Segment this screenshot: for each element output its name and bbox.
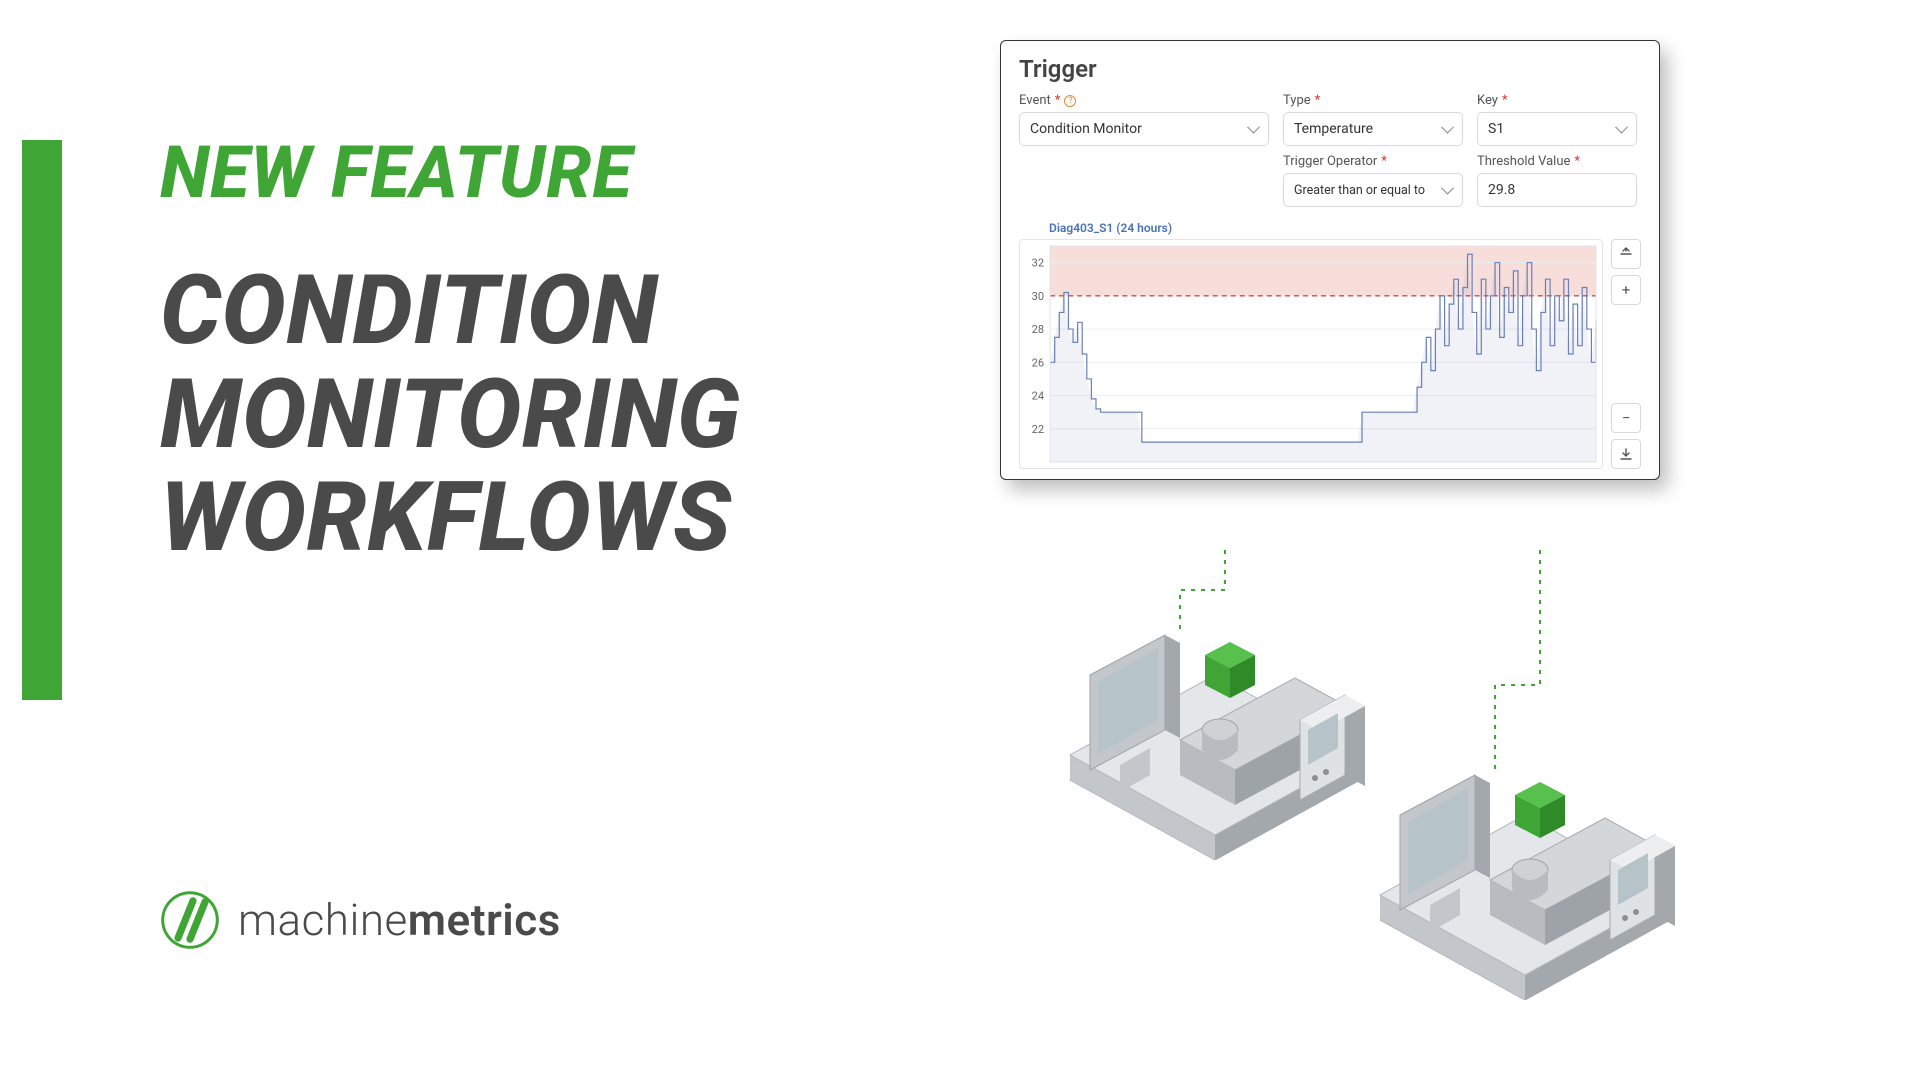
svg-text:32: 32 bbox=[1032, 257, 1044, 270]
field-type: Type * Temperature bbox=[1283, 93, 1463, 146]
title-line-1: CONDITION bbox=[160, 260, 920, 364]
key-label: Key * bbox=[1477, 93, 1637, 108]
required-icon: * bbox=[1381, 154, 1387, 169]
key-label-text: Key bbox=[1477, 93, 1498, 108]
svg-text:22: 22 bbox=[1032, 423, 1044, 436]
info-icon[interactable]: ? bbox=[1064, 95, 1076, 107]
headline-title: CONDITION MONITORING WORKFLOWS bbox=[160, 260, 920, 571]
eyebrow-text: NEW FEATURE bbox=[160, 130, 920, 215]
type-label: Type * bbox=[1283, 93, 1463, 108]
zoom-out-button[interactable]: − bbox=[1611, 403, 1641, 433]
reset-zoom-button[interactable] bbox=[1611, 239, 1641, 269]
threshold-value-label: Threshold Value * bbox=[1477, 154, 1637, 169]
title-line-3: WORKFLOWS bbox=[160, 467, 920, 571]
required-icon: * bbox=[1055, 93, 1061, 108]
svg-text:28: 28 bbox=[1032, 323, 1044, 336]
trigger-operator-label: Trigger Operator * bbox=[1283, 154, 1463, 169]
svg-text:30: 30 bbox=[1032, 290, 1044, 303]
required-icon: * bbox=[1574, 154, 1580, 169]
key-select[interactable]: S1 bbox=[1477, 112, 1637, 146]
field-key: Key * S1 bbox=[1477, 93, 1637, 146]
download-button[interactable] bbox=[1611, 439, 1641, 469]
chart-area: Diag403_S1 (24 hours) 22 24 26 28 30 32 + − bbox=[1019, 221, 1641, 469]
title-line-2: MONITORING bbox=[160, 364, 920, 468]
zoom-in-button[interactable]: + bbox=[1611, 275, 1641, 305]
chart-title: Diag403_S1 (24 hours) bbox=[1049, 221, 1641, 235]
required-icon: * bbox=[1315, 93, 1321, 108]
trigger-operator-select[interactable]: Greater than or equal to bbox=[1283, 173, 1463, 207]
event-select[interactable]: Condition Monitor bbox=[1019, 112, 1269, 146]
svg-text:24: 24 bbox=[1032, 390, 1044, 403]
panel-title: Trigger bbox=[1019, 55, 1641, 83]
brand-logo-text-part2: metrics bbox=[408, 894, 561, 946]
threshold-value-input[interactable]: 29.8 bbox=[1477, 173, 1637, 207]
type-select[interactable]: Temperature bbox=[1283, 112, 1463, 146]
minus-icon: − bbox=[1622, 409, 1631, 427]
event-label: Event * ? bbox=[1019, 93, 1269, 108]
machine-illustration bbox=[1050, 550, 1830, 1030]
headline-block: NEW FEATURE CONDITION MONITORING WORKFLO… bbox=[160, 130, 920, 571]
svg-text:26: 26 bbox=[1032, 356, 1044, 369]
required-icon: * bbox=[1502, 93, 1508, 108]
download-icon bbox=[1619, 447, 1633, 461]
trigger-panel: Trigger Event * ? Condition Monitor Type… bbox=[1000, 40, 1660, 480]
machine-icon-1 bbox=[1050, 600, 1380, 860]
brand-logo-icon bbox=[160, 890, 220, 950]
threshold-value-label-text: Threshold Value bbox=[1477, 154, 1570, 169]
line-chart[interactable]: 22 24 26 28 30 32 bbox=[1019, 239, 1603, 469]
machine-icon-2 bbox=[1360, 740, 1690, 1000]
brand-logo-text: machinemetrics bbox=[238, 894, 561, 946]
event-label-text: Event bbox=[1019, 93, 1051, 108]
brand-logo: machinemetrics bbox=[160, 890, 561, 950]
accent-bar bbox=[22, 140, 62, 700]
reset-zoom-icon bbox=[1619, 247, 1633, 261]
chart-toolbar: + − bbox=[1611, 239, 1641, 469]
type-label-text: Type bbox=[1283, 93, 1311, 108]
brand-logo-text-part1: machine bbox=[238, 894, 408, 946]
field-trigger-operator: Trigger Operator * Greater than or equal… bbox=[1283, 154, 1463, 207]
trigger-operator-label-text: Trigger Operator bbox=[1283, 154, 1377, 169]
field-event: Event * ? Condition Monitor bbox=[1019, 93, 1269, 146]
plus-icon: + bbox=[1622, 281, 1631, 299]
field-threshold-value: Threshold Value * 29.8 bbox=[1477, 154, 1637, 207]
